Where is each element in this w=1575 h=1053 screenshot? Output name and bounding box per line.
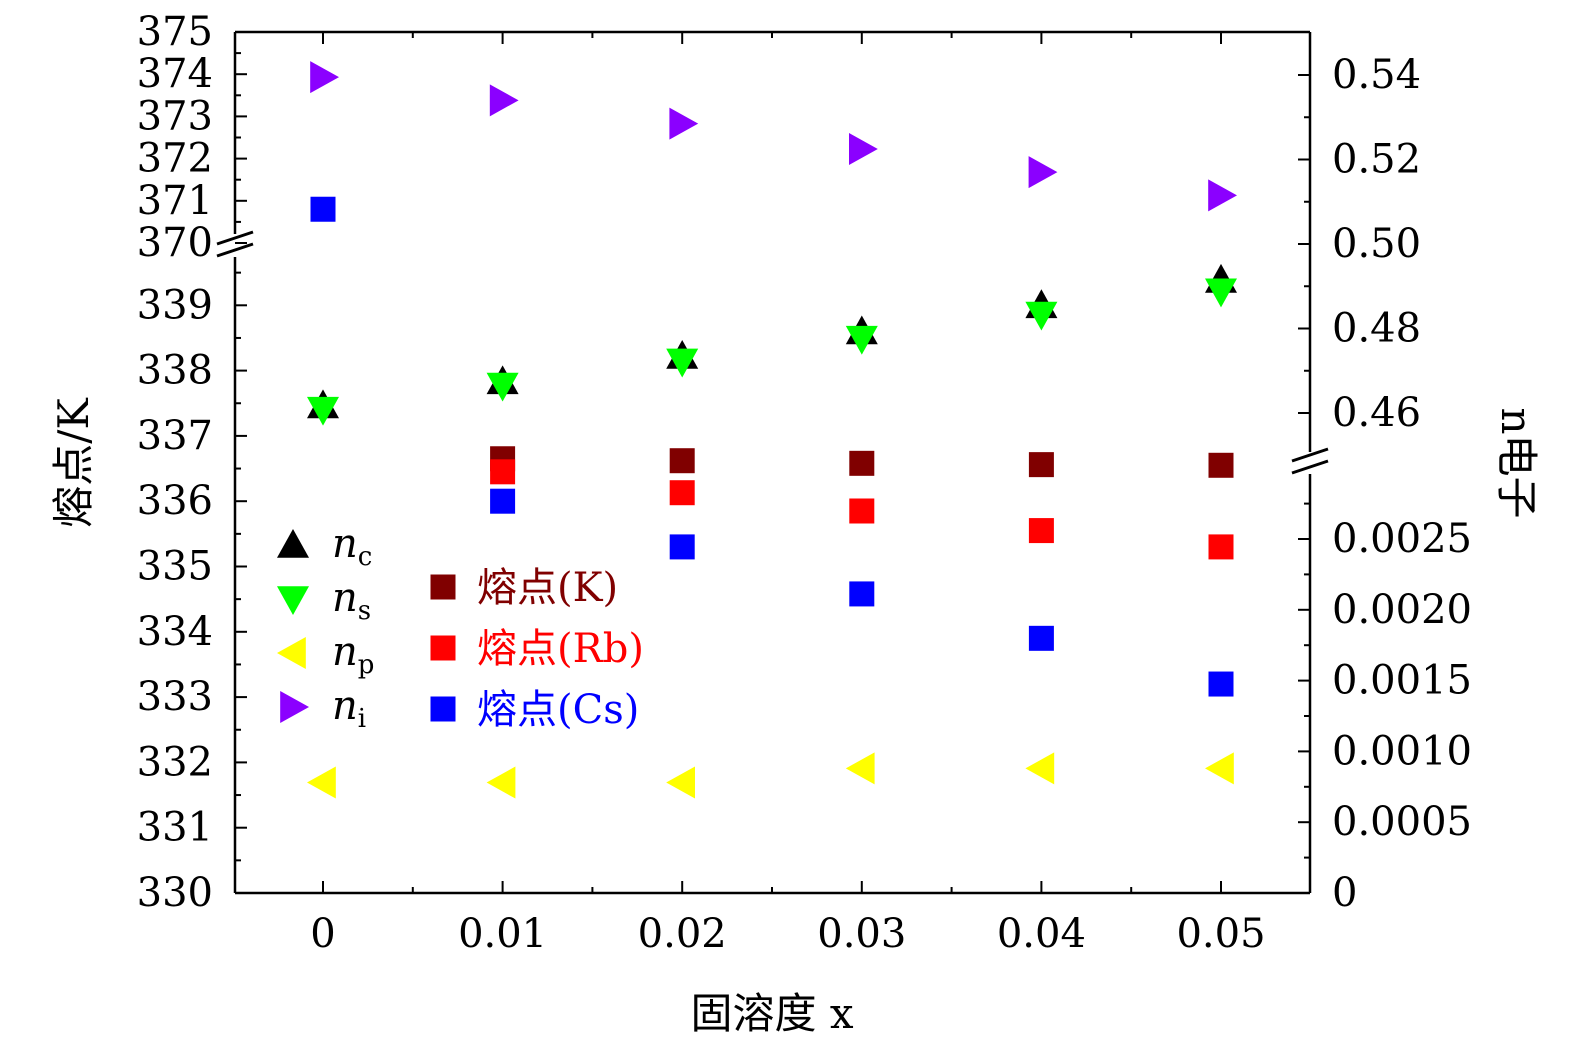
legend-label: ni — [332, 683, 366, 734]
data-point — [486, 766, 516, 799]
data-point — [849, 581, 875, 607]
y-left-tick-label: 373 — [137, 93, 213, 139]
legend-label: ns — [332, 575, 371, 626]
y-left-tick-label: 333 — [137, 674, 213, 720]
data-point — [310, 61, 339, 94]
data-point — [849, 450, 875, 476]
data-point — [669, 107, 699, 140]
data-point — [1028, 625, 1054, 651]
x-axis-title: 固溶度 x — [690, 989, 853, 1038]
y-right-tick-label: 0.50 — [1332, 221, 1421, 267]
y-left-tick-label: 372 — [137, 136, 213, 182]
legend-label: np — [332, 629, 374, 680]
y-left-tick-label: 370 — [137, 220, 213, 266]
data-point — [1028, 156, 1058, 189]
data-point — [1205, 278, 1237, 308]
data-point — [669, 480, 695, 506]
legend-marker — [277, 529, 309, 558]
data-point — [669, 534, 695, 560]
data-point — [1028, 452, 1054, 478]
y-right-tick-label: 0.48 — [1332, 306, 1421, 352]
data-point — [486, 372, 519, 402]
data-point — [669, 448, 695, 474]
y-left-tick-label: 338 — [137, 348, 213, 394]
y-left-tick-label: 374 — [137, 51, 213, 97]
y-right-tick-label: 0.0015 — [1332, 658, 1472, 704]
x-tick-label: 0.02 — [638, 911, 727, 957]
x-tick-label: 0.03 — [817, 911, 906, 957]
data-point — [310, 196, 336, 222]
y-right-tick-label: 0.0020 — [1332, 587, 1472, 633]
y-right-tick-label: 0.0005 — [1332, 799, 1472, 845]
y-left-tick-label: 371 — [137, 178, 213, 224]
axis-break-mark — [216, 242, 254, 258]
y-right-tick-label: 0.46 — [1332, 390, 1421, 436]
y-left-tick-label: 334 — [137, 609, 213, 655]
data-point — [845, 325, 878, 355]
plot-frame — [233, 30, 1312, 895]
data-point — [307, 396, 339, 426]
y-left-tick-label: 375 — [137, 9, 213, 55]
legend-marker — [277, 637, 306, 669]
x-tick-label: 0 — [310, 911, 335, 957]
axis-breaks — [216, 230, 1329, 475]
y-left-tick-label: 331 — [137, 805, 213, 851]
x-tick-label: 0.01 — [458, 911, 547, 957]
legend-label: 熔点(Rb) — [477, 626, 644, 672]
y-left-tick-label: 335 — [137, 544, 213, 590]
legend-marker — [280, 691, 309, 723]
legend-label: nc — [332, 521, 372, 572]
legend-marker — [430, 635, 456, 661]
data-point — [489, 84, 519, 117]
x-tick-label: 0.05 — [1176, 911, 1265, 957]
legend-label: 熔点(K) — [477, 565, 618, 611]
y-left-axis-title: 熔点/K — [49, 397, 98, 528]
data-point — [849, 498, 875, 524]
data-marks — [307, 61, 1237, 799]
data-point — [490, 488, 516, 514]
data-point — [307, 766, 336, 799]
axis-break-mark — [216, 230, 254, 246]
data-point — [1025, 752, 1055, 785]
y-left-tick-label: 330 — [137, 870, 213, 916]
data-point — [666, 348, 699, 378]
x-tick-label: 0.04 — [997, 911, 1086, 957]
legend-marker — [277, 586, 309, 615]
legend-marker — [430, 574, 456, 600]
y-right-tick-label: 0.54 — [1332, 52, 1421, 98]
y-left-tick-label: 336 — [137, 478, 213, 524]
y-left-tick-label: 332 — [137, 739, 213, 785]
data-point — [1205, 752, 1234, 785]
y-right-tick-label: 0.0010 — [1332, 728, 1472, 774]
y-right-tick-label: 0.0025 — [1332, 516, 1472, 562]
data-point — [1208, 452, 1234, 478]
axis-ticks: 0 0.01 0.02 0.03 0.04 0.05 330 331 332 333 334 335 3… — [137, 9, 1472, 957]
data-point — [1208, 534, 1234, 560]
data-point — [1025, 301, 1058, 331]
data-point — [849, 132, 878, 165]
data-point — [1208, 671, 1234, 697]
data-point — [1208, 179, 1237, 212]
y-left-tick-label: 339 — [137, 282, 213, 328]
y-right-tick-label: 0 — [1332, 870, 1357, 916]
data-point — [490, 459, 516, 485]
legend-label: 熔点(Cs) — [477, 687, 639, 733]
data-point — [666, 766, 695, 799]
axis-break-mark — [1291, 447, 1329, 463]
y-left-tick-label: 337 — [137, 413, 213, 459]
y-right-axis-title: n电子 — [1492, 407, 1541, 518]
axis-break-mark — [1291, 459, 1329, 475]
y-right-tick-label: 0.52 — [1332, 137, 1421, 183]
data-point — [845, 752, 875, 785]
data-point — [1028, 518, 1054, 544]
legend-marker — [430, 696, 456, 722]
